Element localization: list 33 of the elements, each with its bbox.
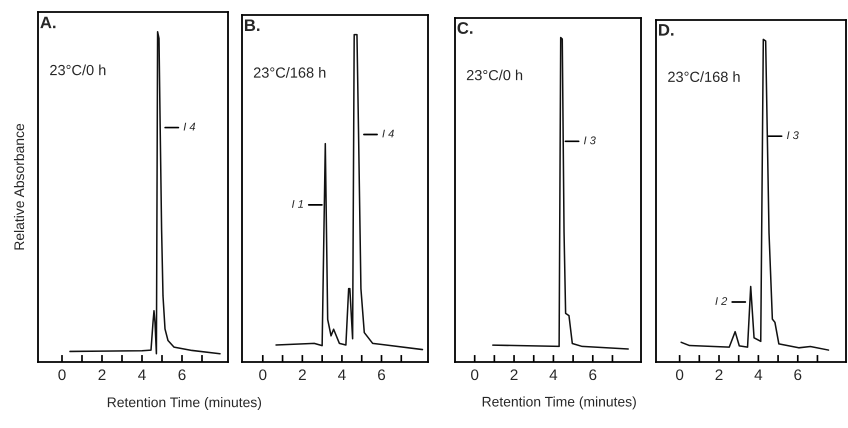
x-tick-label: 2 <box>716 369 722 380</box>
annotation: I 4 <box>382 130 394 138</box>
x-tick-label: 0 <box>471 369 478 380</box>
chart-title: D. <box>659 24 674 36</box>
x-tick-label: 0 <box>58 369 66 380</box>
annotation: I 3 <box>584 136 596 144</box>
x-axis-title: Retention Time (minutes) <box>108 397 262 410</box>
chart-title: A. <box>40 16 56 28</box>
x-tick-label: 6 <box>378 369 386 380</box>
x-tick-label: 2 <box>298 369 306 380</box>
annotation: I 2 <box>715 297 728 305</box>
annotation: 23°C/0 h <box>466 70 522 80</box>
x-tick-label: 4 <box>338 370 346 380</box>
y-axis-title: Relative Absorbance <box>14 124 24 250</box>
annotation: I 1 <box>292 200 303 208</box>
x-tick-label: 4 <box>138 370 146 380</box>
x-tick-label: 2 <box>510 369 518 380</box>
x-axis-title: Retention Time (minutes) <box>482 396 636 410</box>
chart-title: B. <box>244 19 260 31</box>
annotation: 23°C/0 h <box>50 64 106 76</box>
annotation: I 4 <box>184 122 196 130</box>
annotation: 23°C/168 h <box>668 71 740 82</box>
x-tick-label: 0 <box>259 369 266 380</box>
annotation: I 3 <box>786 131 799 140</box>
annotation: 23°C/168 h <box>254 67 326 78</box>
x-tick-label: 6 <box>178 369 186 380</box>
x-tick-label: 4 <box>550 370 558 380</box>
x-tick-label: 6 <box>589 369 596 380</box>
x-tick-label: 0 <box>676 369 684 380</box>
x-tick-label: 2 <box>98 369 106 380</box>
x-tick-label: 4 <box>754 370 762 380</box>
chart-title: C. <box>458 22 472 34</box>
x-tick-label: 6 <box>794 369 802 380</box>
